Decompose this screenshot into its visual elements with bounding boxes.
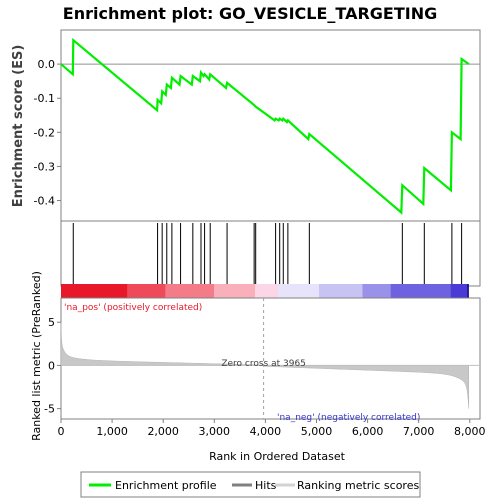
x-tick-label: 1,000: [96, 425, 128, 438]
metric-ytick-label: 5: [48, 316, 55, 329]
legend-label-ranking: Ranking metric scores: [297, 479, 419, 492]
ranking-bar-segment: [278, 284, 320, 298]
es-ytick-label: -0.3: [34, 160, 55, 173]
x-tick-label: 6,000: [352, 425, 384, 438]
es-panel-frame: [60, 29, 481, 222]
metric-ylabel: Ranked list metric (PreRanked): [30, 271, 43, 441]
ranking-bar-segment: [255, 284, 279, 298]
x-tick-label: 2,000: [147, 425, 179, 438]
x-tick-label: 7,000: [403, 425, 435, 438]
chart-title: Enrichment plot: GO_VESICLE_TARGETING: [63, 4, 437, 23]
es-ylabel: Enrichment score (ES): [11, 45, 26, 208]
es-ytick-label: -0.4: [34, 195, 55, 208]
neg-label: 'na_neg' (negatively correlated): [277, 413, 420, 423]
x-tick-label: 3,000: [199, 425, 231, 438]
ranking-bar-segment: [362, 284, 391, 298]
metric-ytick-label: -5: [44, 403, 55, 416]
ranking-bar-segment: [467, 284, 469, 298]
ranking-bar-segment: [214, 284, 256, 298]
enrichment-profile-line: [60, 37, 470, 215]
metric-ytick-label: 0: [48, 359, 55, 372]
es-ytick-label: 0.0: [38, 58, 56, 71]
hits-panel-frame: [60, 220, 481, 287]
legend-label-hits: Hits: [255, 479, 277, 492]
ranking-bar-segment: [61, 284, 128, 298]
ranking-bar-segment: [319, 284, 363, 298]
ranking-bar-segment: [165, 284, 215, 298]
x-tick-label: 5,000: [301, 425, 333, 438]
x-tick-label: 0: [58, 425, 65, 438]
es-ytick-label: -0.2: [34, 126, 55, 139]
x-tick-label: 8,000: [454, 425, 486, 438]
ranking-bar-segment: [127, 284, 166, 298]
es-ytick-label: -0.1: [34, 92, 55, 105]
zero-cross-label: Zero cross at 3965: [221, 359, 306, 369]
ranking-bar-segment: [450, 284, 468, 298]
x-axis-label: Rank in Ordered Dataset: [209, 450, 346, 463]
ranking-bar-segment: [390, 284, 451, 298]
pos-label: 'na_pos' (positively correlated): [64, 303, 202, 313]
x-tick-label: 4,000: [250, 425, 282, 438]
legend-label-enrichment: Enrichment profile: [115, 479, 217, 492]
metric-panel-frame: [60, 297, 481, 420]
